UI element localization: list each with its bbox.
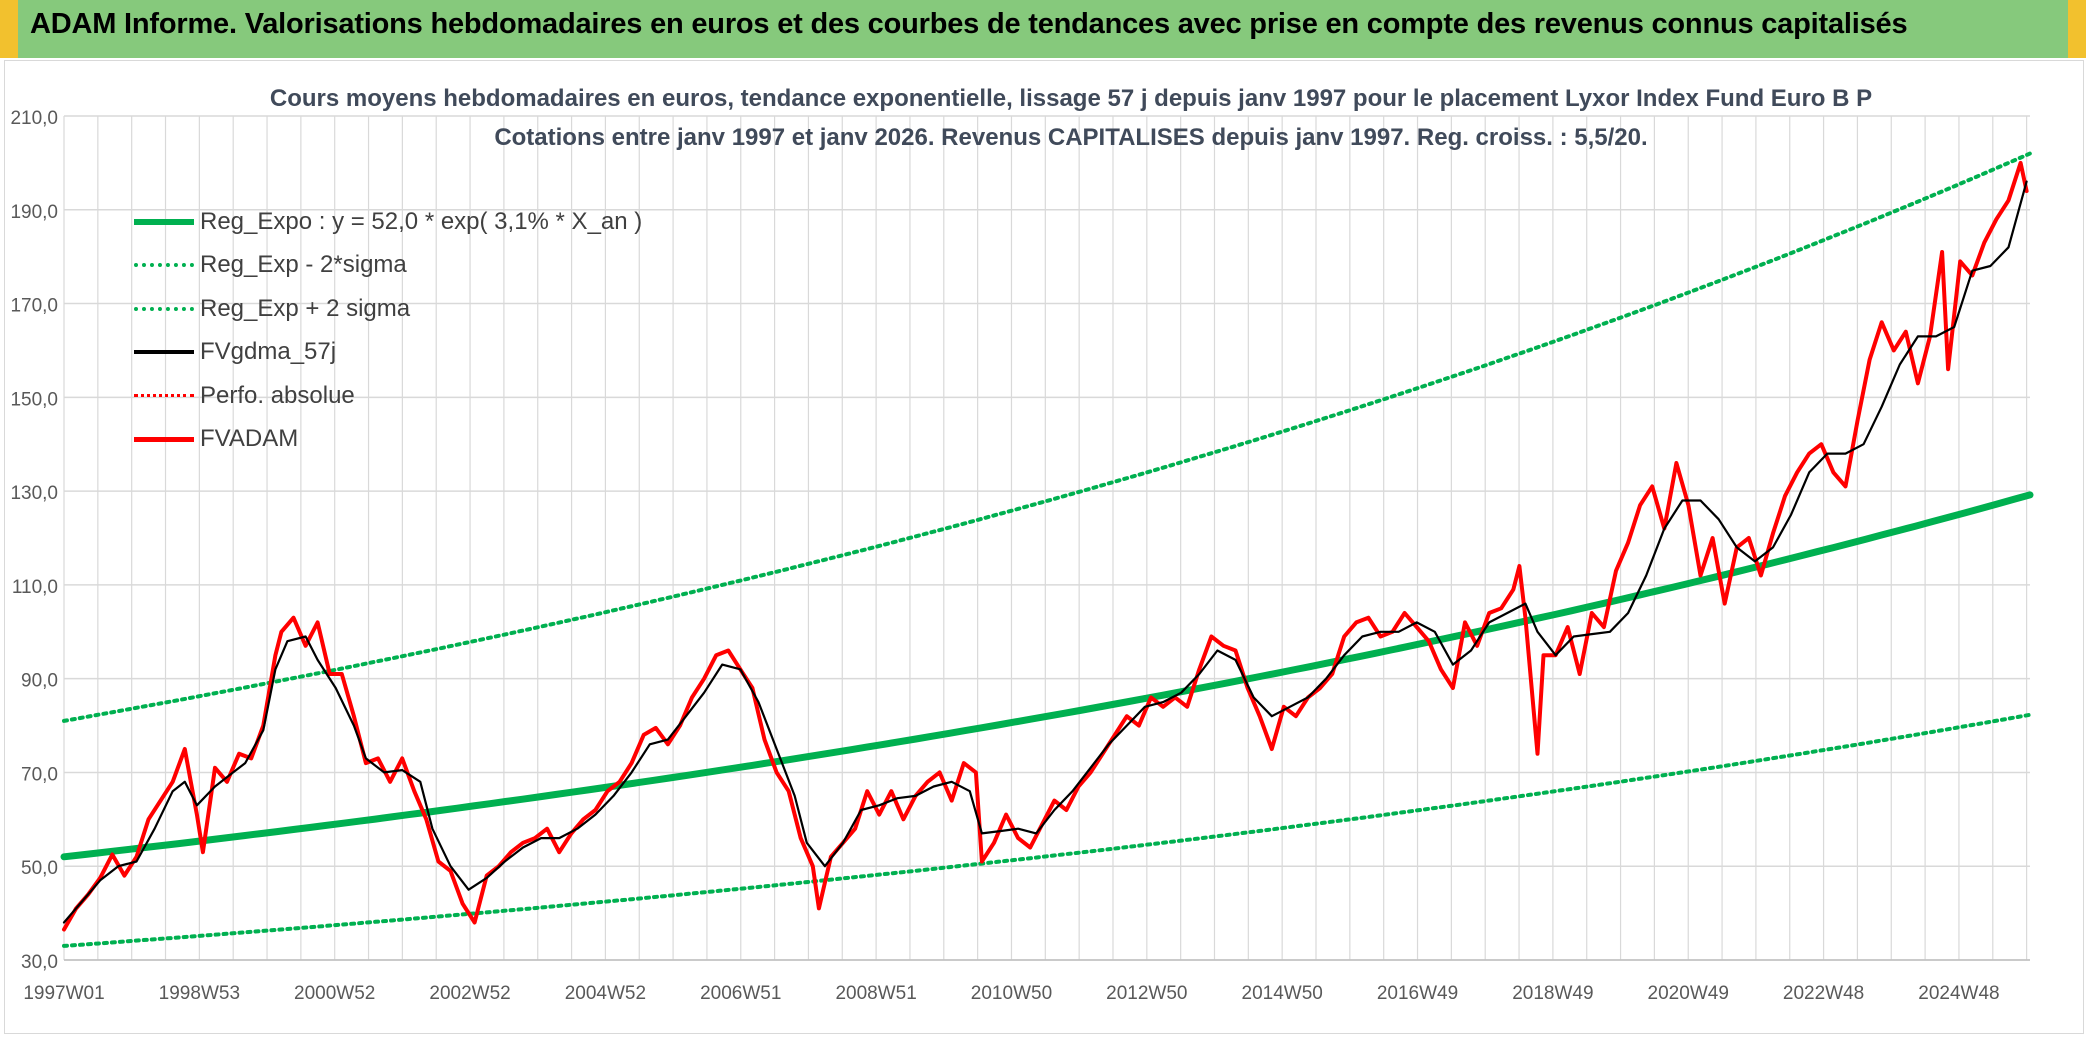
x-tick-label: 2008W51 — [835, 983, 916, 1004]
y-tick-label: 210,0 — [10, 108, 58, 129]
y-tick-label: 170,0 — [10, 296, 58, 317]
x-tick-label: 2010W50 — [971, 983, 1052, 1004]
x-tick-label: 2002W52 — [429, 983, 510, 1004]
legend-item: Reg_Expo : y = 52,0 * exp( 3,1% * X_an ) — [134, 200, 642, 244]
legend-item: FVADAM — [134, 418, 642, 462]
x-tick-label: 2018W49 — [1512, 983, 1593, 1004]
x-tick-label: 2014W50 — [1242, 983, 1323, 1004]
legend-item: Reg_Exp + 2 sigma — [134, 287, 642, 331]
legend-item: Perfo. absolue — [134, 374, 642, 418]
chart-legend: Reg_Expo : y = 52,0 * exp( 3,1% * X_an )… — [134, 200, 642, 461]
y-tick-label: 90,0 — [21, 671, 58, 692]
x-tick-label: 2000W52 — [294, 983, 375, 1004]
series-lines — [60, 151, 2034, 948]
x-tick-label: 2006W51 — [700, 983, 781, 1004]
legend-item: Reg_Exp - 2*sigma — [134, 244, 642, 288]
series-reg-expo — [60, 491, 2034, 861]
legend-label: FVADAM — [200, 425, 299, 453]
x-tick-label: 1997W01 — [23, 983, 104, 1004]
grid-lines — [63, 115, 2030, 961]
header-accent-right — [2068, 0, 2086, 58]
y-tick-label: 50,0 — [21, 858, 58, 879]
x-tick-label: 2024W48 — [1918, 983, 1999, 1004]
legend-swatch — [134, 306, 194, 311]
header-bar: ADAM Informe. Valorisations hebdomadaire… — [0, 0, 2086, 58]
x-tick-label: 2016W49 — [1377, 983, 1458, 1004]
y-tick-label: 110,0 — [12, 577, 58, 598]
x-tick-label: 2020W49 — [1648, 983, 1729, 1004]
chart-title: Cours moyens hebdomadaires en euros, ten… — [269, 85, 1873, 112]
y-tick-label: 30,0 — [21, 952, 58, 973]
header-title: ADAM Informe. Valorisations hebdomadaire… — [30, 8, 1908, 40]
chart-subtitle: Cotations entre janv 1997 et janv 2026. … — [494, 124, 1648, 151]
header-accent-left — [0, 0, 18, 58]
legend-swatch — [134, 350, 194, 355]
y-tick-label: 190,0 — [10, 202, 58, 223]
legend-label: Reg_Exp - 2*sigma — [200, 251, 407, 279]
axis-labels: 30,0 50,0 70,0 90,0 110,0 130,0 150,0 170,0 190,… — [10, 108, 1999, 1004]
legend-label: Reg_Exp + 2 sigma — [200, 294, 411, 322]
legend-swatch — [134, 263, 194, 268]
series-reg-minus-2sigma — [62, 712, 2032, 948]
x-tick-label: 1998W53 — [159, 983, 240, 1004]
series-fvgdma — [62, 180, 2028, 924]
legend-label: FVgdma_57j — [200, 338, 337, 366]
legend-item: FVgdma_57j — [134, 331, 642, 375]
series-reg-plus-2sigma — [62, 151, 2032, 723]
legend-label: Reg_Expo : y = 52,0 * exp( 3,1% * X_an ) — [200, 207, 643, 235]
legend-swatch — [134, 218, 194, 225]
legend-swatch — [134, 436, 194, 442]
x-tick-label: 2012W50 — [1106, 983, 1187, 1004]
y-tick-label: 70,0 — [21, 764, 58, 785]
legend-swatch — [134, 394, 194, 398]
x-tick-label: 2022W48 — [1783, 983, 1864, 1004]
x-tick-label: 2004W52 — [565, 983, 646, 1004]
y-tick-label: 130,0 — [10, 483, 58, 504]
legend-label: Perfo. absolue — [200, 381, 355, 409]
y-tick-label: 150,0 — [10, 389, 58, 410]
